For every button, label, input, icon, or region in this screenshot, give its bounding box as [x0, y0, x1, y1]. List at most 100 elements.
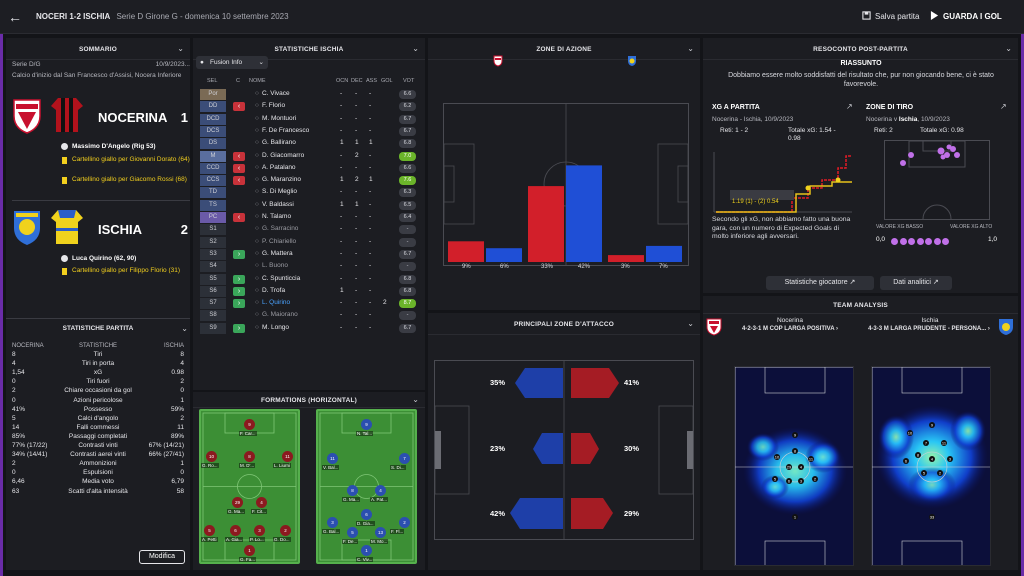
formation-player-dot[interactable]: 8: [244, 451, 255, 462]
player-row[interactable]: S1 ○ G. Sarracino - - - -: [197, 224, 419, 236]
stat-row: 41% Possesso 59%: [12, 406, 184, 415]
player-position: CCS: [200, 175, 226, 187]
chevron-down-icon[interactable]: ⌄: [1005, 44, 1012, 53]
heatmap-graphic: 9 10 11 7 8 4 6 3 5 2 33: [872, 367, 990, 565]
home-analysis-formation[interactable]: 4-2-3-1 M COP LARGA POSITIVA ›: [741, 326, 839, 332]
player-row[interactable]: S7 › ○ L. Quirino - - - 2 8.7: [197, 298, 419, 310]
formation-player-dot[interactable]: 8: [347, 485, 358, 496]
formation-player-dot[interactable]: 6: [361, 509, 372, 520]
player-position: PC: [200, 212, 226, 223]
chevron-down-icon[interactable]: ⌄: [177, 44, 184, 53]
formation-player-dot[interactable]: 5: [347, 527, 358, 538]
formation-player-label: L. Liurni: [273, 463, 292, 468]
formation-player-dot[interactable]: 10: [206, 451, 217, 462]
stat-label: Tiri in porta: [81, 360, 115, 368]
player-row[interactable]: S5 › ○ C. Spunticcia - - - 6.8: [197, 273, 419, 285]
player-row[interactable]: M ‹ ○ D. Giacomarro - 2 - 7.0: [197, 150, 419, 162]
player-name: ○ G. Sarracino: [255, 225, 299, 233]
formation-player-dot[interactable]: 3: [254, 525, 265, 536]
formation-player-dot[interactable]: 11: [282, 451, 293, 462]
zone-label: 42%: [578, 264, 591, 270]
attack-arrow-away-center: [571, 433, 599, 464]
stat-ass: -: [369, 200, 372, 208]
formation-player-dot[interactable]: 9: [361, 419, 372, 430]
formation-player-dot[interactable]: 4: [256, 497, 267, 508]
formation-player-dot[interactable]: 9: [244, 419, 255, 430]
stat-label: Possesso: [83, 405, 113, 413]
player-row[interactable]: TS ○ V. Baldassi 1 1 - 6.5: [197, 199, 419, 211]
player-row[interactable]: S9 › ○ M. Longo - - - 6.7: [197, 322, 419, 334]
nocerina-badge-icon: [493, 55, 503, 67]
formation-player-dot[interactable]: 7: [399, 453, 410, 464]
formation-player-dot[interactable]: 1: [361, 545, 372, 556]
formation-player-label: A. Gia...: [225, 537, 244, 542]
player-name: ○ G. Ballirano: [255, 139, 296, 147]
player-rating: -: [399, 262, 416, 272]
expand-icon[interactable]: ↗: [846, 102, 853, 111]
player-row[interactable]: PC ‹ ○ N. Talamo - - - 6.4: [197, 212, 419, 223]
player-stats-button[interactable]: Statistiche giocatore ↗: [766, 276, 874, 290]
scale-max: 1,0: [988, 236, 998, 243]
formation-player-dot[interactable]: 1: [244, 545, 255, 556]
player-row[interactable]: TD ○ S. Di Meglio - - - 6.3: [197, 187, 419, 199]
watch-goals-button[interactable]: GUARDA I GOL: [930, 11, 1002, 21]
away-goal-event: Luca Quirino (62, 90): [61, 255, 202, 263]
shots-total: Totale xG: 0.98: [920, 127, 964, 134]
formation-player-dot[interactable]: 13: [375, 527, 386, 538]
player-position: DS: [200, 138, 226, 150]
formation-player-dot[interactable]: 2: [399, 517, 410, 528]
stat-home: 2: [12, 460, 16, 468]
player-row[interactable]: CCS ‹ ○ G. Maranzino 1 2 1 7.6: [197, 175, 419, 187]
save-match-button[interactable]: Salva partita: [862, 11, 919, 21]
player-row[interactable]: DS ○ G. Ballirano 1 1 1 6.8: [197, 138, 419, 150]
svg-text:3: 3: [949, 457, 952, 462]
stat-row: 0 Tiri fuori 2: [12, 378, 184, 387]
chevron-down-icon[interactable]: ⌄: [412, 44, 419, 53]
formation-player-dot[interactable]: 11: [327, 453, 338, 464]
player-row[interactable]: S6 › ○ D. Trofa 1 - - 6.8: [197, 285, 419, 297]
analytics-button[interactable]: Dati analitici ↗: [880, 276, 952, 290]
chevron-down-icon[interactable]: ⌄: [412, 395, 419, 404]
player-row[interactable]: S2 ○ P. Chiariello - - - -: [197, 236, 419, 248]
fusion-info-dropdown[interactable]: ● Fusion Info ⌄: [196, 56, 268, 69]
chevron-down-icon[interactable]: ⌄: [181, 324, 188, 333]
formation-player-label: A. Petti: [201, 537, 218, 542]
player-rating: 6.7: [399, 114, 416, 124]
player-row[interactable]: Por ○ C. Vivace - - - 6.6: [197, 89, 419, 100]
player-rating: 7.6: [399, 176, 416, 186]
chevron-down-icon[interactable]: ⌄: [687, 44, 694, 53]
formation-player-label: A. Pat...: [370, 497, 389, 502]
attack-away-center: 30%: [624, 444, 640, 453]
stat-ocn: -: [340, 237, 343, 245]
player-name: ○ N. Talamo: [255, 213, 292, 220]
player-row[interactable]: S4 ○ L. Buono - - - -: [197, 261, 419, 273]
formation-player-dot[interactable]: 4: [375, 485, 386, 496]
player-row[interactable]: DCS ○ F. De Francesco - - - 6.7: [197, 125, 419, 137]
chevron-down-icon[interactable]: ⌄: [687, 319, 694, 328]
home-team-name: NOCERINA: [98, 110, 168, 125]
formation-player-dot[interactable]: 2: [280, 525, 291, 536]
player-rating: 6.2: [399, 102, 416, 112]
shots-title: ZONE DI TIRO: [866, 104, 914, 111]
formation-player-dot[interactable]: 6: [230, 525, 241, 536]
player-name: ○ A. Patalano: [255, 163, 296, 171]
formation-player-dot[interactable]: 5: [204, 525, 215, 536]
player-position: TS: [200, 199, 226, 211]
away-analysis-formation[interactable]: 4-3-3 M LARGA PRUDENTE - PERSONA... ›: [868, 326, 990, 332]
expand-icon[interactable]: ↗: [1000, 102, 1007, 111]
back-arrow-icon[interactable]: ←: [8, 9, 22, 25]
formation-player-label: G. Fa...: [239, 557, 257, 562]
zone-label: 9%: [462, 264, 471, 270]
player-row[interactable]: S8 ○ G. Maiorano - - - -: [197, 310, 419, 322]
formation-player-dot[interactable]: 3: [327, 517, 338, 528]
player-row[interactable]: CCD ‹ ○ A. Patalano - - - 6.6: [197, 162, 419, 174]
attack-home-right: 42%: [490, 509, 506, 518]
stat-away: 4: [180, 360, 184, 368]
player-position: S9: [200, 322, 226, 334]
player-row[interactable]: DD ‹ ○ F. Florio - - - 6.2: [197, 101, 419, 113]
player-row[interactable]: DCD ○ M. Montuori - - - 6.7: [197, 113, 419, 125]
edit-button[interactable]: Modifica: [139, 550, 185, 564]
player-row[interactable]: S3 › ○ G. Mattera - - - 6.7: [197, 248, 419, 260]
formation-player-dot[interactable]: 29: [232, 497, 243, 508]
fusion-info-label: Fusion Info: [210, 59, 243, 66]
